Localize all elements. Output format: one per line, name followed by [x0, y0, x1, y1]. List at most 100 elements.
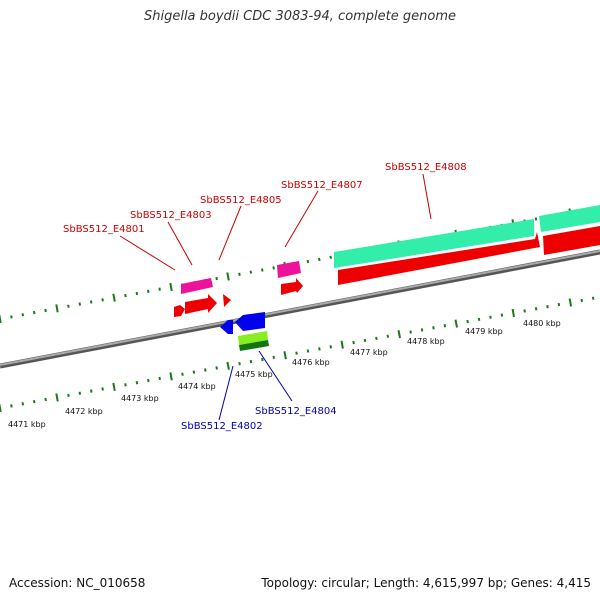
minor-tick: [523, 309, 526, 313]
minor-tick: [306, 349, 310, 353]
gene-feature[interactable]: [185, 294, 217, 314]
gene-label[interactable]: SbBS512_E4804: [255, 406, 337, 417]
minor-tick: [192, 370, 196, 374]
minor-tick: [546, 305, 549, 309]
major-tick: [454, 319, 458, 328]
major-tick: [55, 304, 59, 313]
gene-label[interactable]: SbBS512_E4802: [181, 421, 263, 432]
forward-strand-features: [174, 205, 600, 317]
gene-labels: SbBS512_E4801 SbBS512_E4803 SbBS512_E480…: [63, 162, 467, 432]
minor-tick: [10, 404, 13, 408]
accession-text: Accession: NC_010658: [9, 576, 146, 590]
major-tick: [0, 314, 2, 324]
minor-tick: [238, 272, 241, 276]
kbp-label: 4472 kbp: [65, 407, 103, 416]
minor-tick: [249, 270, 253, 274]
minor-tick: [89, 300, 93, 304]
minor-tick: [329, 345, 333, 349]
minor-tick: [375, 336, 378, 341]
minor-tick: [534, 217, 538, 221]
gene-feature[interactable]: [543, 226, 600, 255]
minor-tick: [329, 255, 332, 259]
minor-tick: [295, 351, 298, 355]
minor-tick: [135, 291, 139, 296]
gene-feature[interactable]: [223, 294, 231, 307]
minor-tick: [44, 397, 47, 402]
gene-feature[interactable]: [235, 312, 265, 331]
minor-tick: [261, 357, 264, 362]
kbp-labels: 4471 kbp 4472 kbp 4473 kbp 4474 kbp 4475…: [8, 319, 561, 429]
major-tick: [112, 382, 116, 391]
major-tick: [397, 330, 401, 339]
kbp-label: 4480 kbp: [523, 319, 561, 328]
minor-tick: [500, 313, 504, 317]
major-tick: [226, 361, 230, 370]
minor-tick: [443, 324, 447, 328]
gene-feature[interactable]: [334, 219, 534, 268]
genome-summary-text: Topology: circular; Length: 4,615,997 bp…: [261, 576, 591, 590]
major-tick: [226, 272, 230, 281]
minor-tick: [238, 362, 241, 366]
minor-tick: [158, 376, 161, 381]
kbp-label: 4478 kbp: [407, 337, 445, 346]
gene-label[interactable]: SbBS512_E4807: [281, 180, 363, 191]
minor-tick: [215, 276, 218, 281]
minor-tick: [557, 302, 561, 307]
major-tick: [0, 403, 2, 413]
minor-tick: [101, 387, 104, 391]
gene-feature[interactable]: [539, 205, 600, 232]
gene-feature[interactable]: [174, 305, 185, 317]
major-tick: [169, 372, 173, 381]
minor-tick: [124, 383, 127, 387]
genome-backbone-highlight: [0, 250, 600, 366]
kbp-label: 4476 kbp: [292, 358, 330, 367]
minor-tick: [591, 296, 595, 300]
minor-tick: [580, 298, 583, 303]
reverse-strand-features: [220, 312, 269, 351]
minor-tick: [147, 378, 150, 383]
minor-tick: [101, 298, 104, 302]
gene-label[interactable]: SbBS512_E4801: [63, 224, 145, 235]
minor-tick: [363, 338, 367, 343]
lower-tick-track: [0, 296, 595, 413]
gene-feature[interactable]: [239, 340, 269, 351]
minor-tick: [67, 393, 70, 397]
minor-tick: [90, 389, 93, 393]
minor-tick: [10, 315, 13, 319]
label-connectors: [119, 173, 432, 421]
major-tick: [340, 340, 344, 349]
gene-feature[interactable]: [281, 278, 303, 295]
minor-tick: [352, 340, 355, 345]
minor-tick: [249, 359, 253, 364]
minor-tick: [124, 293, 127, 298]
gene-feature[interactable]: [238, 331, 268, 345]
major-tick: [568, 298, 573, 307]
kbp-label: 4475 kbp: [235, 370, 273, 379]
gene-label[interactable]: SbBS512_E4805: [200, 195, 282, 206]
minor-tick: [204, 368, 207, 372]
minor-tick: [261, 268, 264, 272]
minor-tick: [386, 334, 390, 338]
minor-tick: [147, 289, 150, 293]
minor-tick: [32, 310, 36, 315]
minor-tick: [67, 304, 70, 308]
minor-tick: [181, 372, 184, 376]
minor-tick: [21, 402, 25, 406]
gene-feature[interactable]: [181, 278, 213, 294]
minor-tick: [466, 319, 469, 324]
minor-tick: [158, 287, 161, 291]
minor-tick: [21, 313, 25, 317]
gene-feature[interactable]: [220, 320, 233, 334]
gene-label[interactable]: SbBS512_E4808: [385, 162, 467, 173]
minor-tick: [215, 366, 218, 370]
gene-feature[interactable]: [277, 261, 301, 278]
gene-label[interactable]: SbBS512_E4803: [130, 210, 212, 221]
minor-tick: [489, 315, 492, 319]
major-tick: [511, 308, 515, 318]
kbp-label: 4471 kbp: [8, 420, 46, 429]
minor-tick: [135, 381, 139, 385]
minor-tick: [409, 330, 412, 334]
minor-tick: [78, 302, 82, 306]
minor-tick: [318, 347, 321, 351]
gene-feature[interactable]: [338, 232, 540, 285]
